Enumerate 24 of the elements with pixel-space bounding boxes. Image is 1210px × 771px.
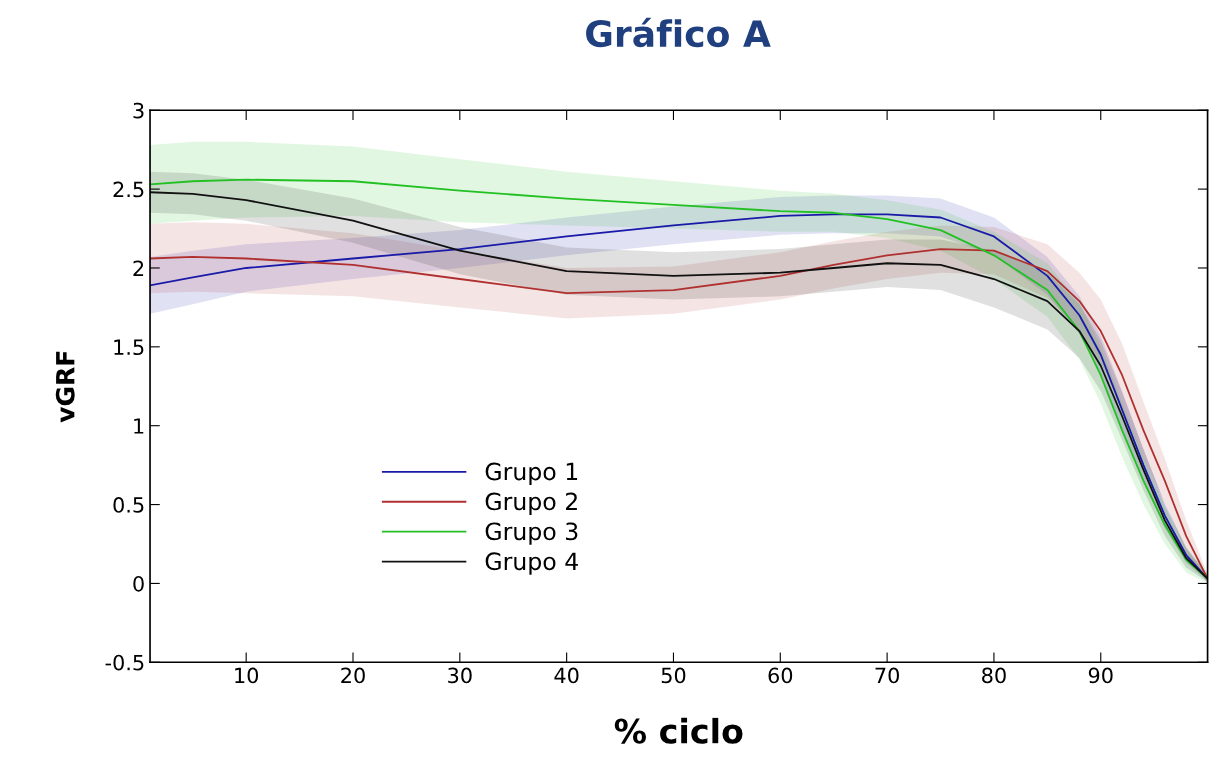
x-tick-label: 40 <box>554 667 579 684</box>
y-tick-label: 2 <box>133 260 144 276</box>
legend-label: Grupo 2 <box>485 492 577 515</box>
x-tick-label: 80 <box>982 667 1006 684</box>
x-tick-label: 20 <box>341 667 365 684</box>
y-axis-title: vGRF <box>55 351 75 423</box>
y-tick-label: 0.5 <box>113 497 144 513</box>
y-tick-label: 2.5 <box>113 181 144 198</box>
x-tick-label: 50 <box>661 667 686 684</box>
x-tick-label: 10 <box>235 667 259 684</box>
y-tick-label: -0.5 <box>105 654 144 671</box>
x-tick-label: 90 <box>1088 667 1113 684</box>
y-tick-label: 1 <box>134 418 144 434</box>
x-axis-title: % ciclo <box>614 717 743 744</box>
y-tick-label: 1.5 <box>114 339 144 356</box>
y-tick-label: 0 <box>133 575 144 592</box>
x-tick-label: 70 <box>875 667 899 684</box>
legend-label: Grupo 3 <box>485 522 578 545</box>
legend-label: Grupo 1 <box>485 462 578 485</box>
x-tick-label: 60 <box>768 667 793 684</box>
legend-label: Grupo 4 <box>485 552 578 575</box>
chart-title: Gráfico A <box>586 17 771 48</box>
x-tick-label: 30 <box>448 667 472 684</box>
y-tick-label: 3 <box>133 102 144 119</box>
